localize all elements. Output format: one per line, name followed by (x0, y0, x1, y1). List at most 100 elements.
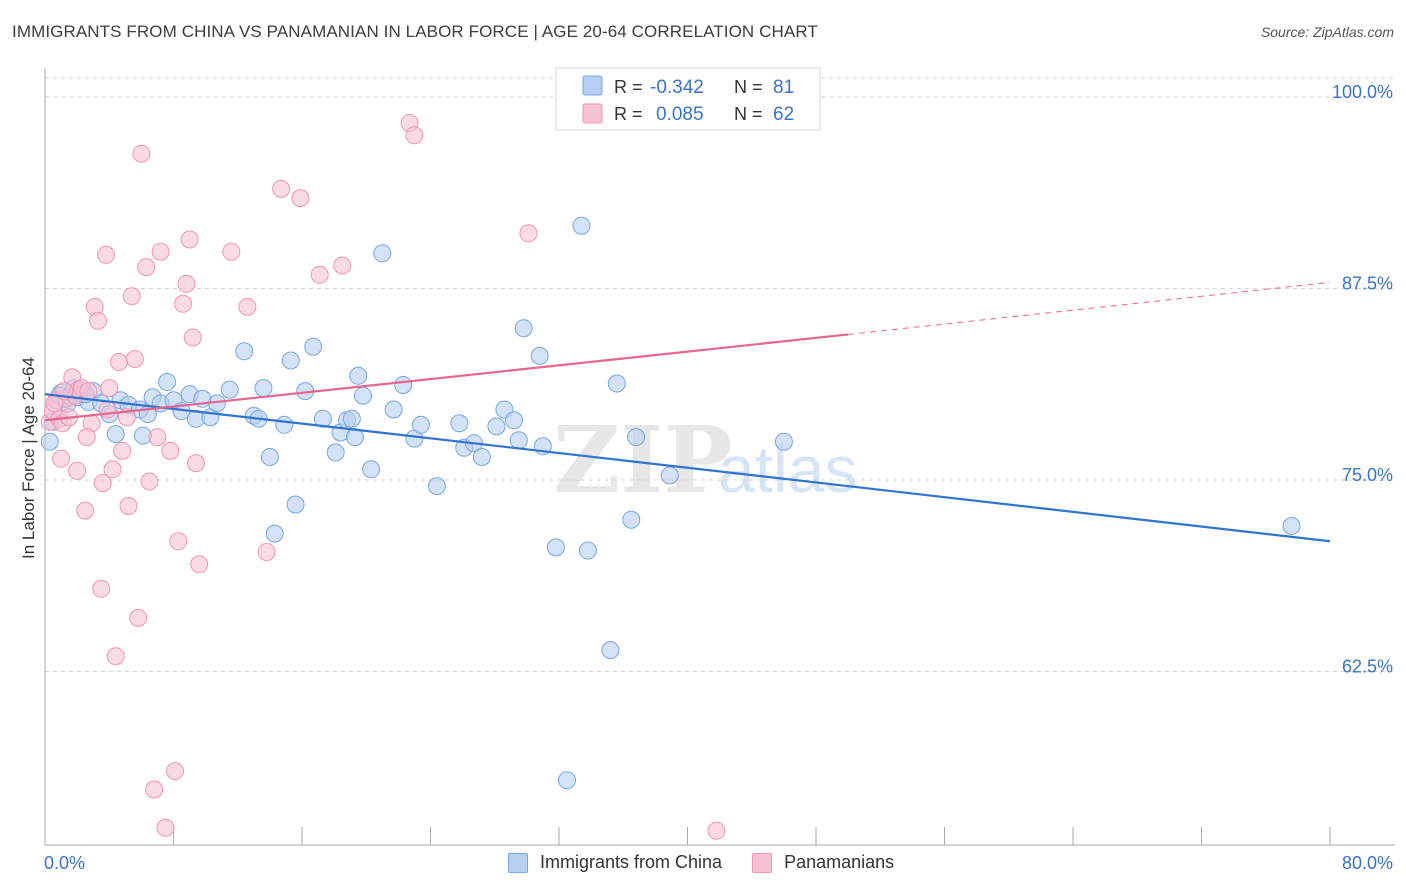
panamanian-point (174, 294, 193, 313)
panamanian-point (76, 501, 95, 520)
panamanian-point (519, 224, 538, 243)
y-tick-label: 75.0% (1342, 465, 1393, 485)
legend-swatch-china (582, 75, 603, 96)
china-point (384, 400, 403, 419)
panamanian-trendline (44, 333, 849, 422)
panamanian-point (100, 379, 119, 398)
panamanian-point (103, 460, 122, 479)
legend-swatch-panamanians-bottom (752, 852, 773, 873)
panamanian-point (122, 287, 141, 306)
panamanian-point (183, 328, 202, 347)
china-point (220, 380, 239, 399)
china-point (260, 448, 279, 466)
bottom-legend: Immigrants from China Panamanians (508, 852, 924, 873)
panamanian-point (291, 189, 310, 208)
china-point (281, 351, 300, 370)
china-point (774, 432, 793, 451)
y-tick-label: 87.5% (1342, 274, 1393, 294)
panamanian-point (125, 350, 144, 368)
panamanian-point (52, 449, 71, 468)
china-point (373, 244, 392, 263)
china-point (326, 443, 345, 462)
grid-layer (45, 77, 1395, 672)
panamanian-point (333, 256, 352, 275)
panamanian-point (68, 461, 87, 480)
panamanian-point (145, 780, 164, 799)
panamanian-point (707, 821, 726, 840)
panamanian-point (177, 274, 196, 293)
legend-r-label-panamanians: R = (614, 104, 643, 124)
panamanian-point (140, 472, 159, 491)
legend-label-china: Immigrants from China (540, 852, 723, 872)
china-trendline (44, 393, 1331, 543)
china-point (106, 425, 125, 443)
china-point (342, 409, 361, 428)
panamanian-point (89, 311, 107, 330)
panamanian-trendline (848, 281, 1331, 335)
x-tick-label: 80.0% (1342, 853, 1393, 873)
legend-item-panamanians: Panamanians (752, 852, 894, 873)
china-point (505, 411, 523, 430)
panamanian-point (310, 265, 329, 284)
panamanian-point (222, 242, 241, 261)
panamanian-point (77, 428, 96, 447)
legend-swatch-china-bottom (508, 852, 528, 873)
legend-r-value-panamanians: 0.085 (656, 104, 704, 125)
china-point (235, 342, 254, 361)
y-tick-label: 100.0% (1332, 82, 1393, 102)
china-point (40, 432, 59, 451)
y-tick-label: 62.5% (1342, 657, 1393, 677)
stats-legend: R = -0.342 N = 81 R = 0.085 N = 62 (555, 67, 821, 131)
china-point (362, 460, 381, 479)
panamanian-point (106, 647, 125, 666)
points-layer (40, 114, 1301, 840)
china-point (601, 641, 620, 660)
panamanian-point (129, 608, 148, 627)
china-point (1282, 517, 1301, 535)
china-point (487, 417, 506, 436)
china-point (546, 538, 565, 557)
panamanian-point (151, 242, 170, 261)
china-point (349, 366, 368, 385)
panamanian-point (180, 230, 199, 249)
panamanian-point (79, 382, 98, 401)
china-point (514, 319, 533, 338)
trend-layer (44, 281, 1331, 543)
china-point (254, 379, 273, 398)
china-point (394, 376, 413, 394)
panamanian-point (238, 297, 257, 316)
legend-n-label-china: N = (734, 77, 763, 97)
panamanian-point (187, 454, 205, 473)
china-point (304, 337, 323, 356)
chart-title: IMMIGRANTS FROM CHINA VS PANAMANIAN IN L… (12, 22, 818, 41)
legend-r-value-china: -0.342 (650, 77, 704, 98)
china-point (286, 495, 305, 514)
x-tick-label: 0.0% (44, 853, 85, 873)
legend-n-label-panamanians: N = (734, 104, 763, 124)
legend-n-value-china: 81 (773, 77, 794, 98)
panamanian-point (156, 818, 175, 837)
china-point (622, 510, 641, 529)
panamanian-point (97, 245, 115, 264)
panamanian-point (98, 400, 117, 419)
china-point (450, 414, 469, 433)
china-point (558, 771, 576, 790)
panamanian-point (109, 353, 128, 371)
legend-item-china: Immigrants from China (508, 852, 722, 873)
china-point (627, 428, 646, 447)
china-point (578, 541, 597, 560)
panamanian-point (257, 543, 276, 561)
panamanian-point (161, 441, 180, 460)
china-point (411, 415, 430, 434)
y-axis-label: In Labor Force | Age 20-64 (19, 357, 38, 559)
china-point (572, 216, 591, 235)
china-point (158, 373, 177, 391)
china-point (275, 415, 294, 434)
legend-label-panamanians: Panamanians (784, 852, 895, 872)
china-point (472, 448, 491, 466)
labels-layer: 62.5% 75.0% 87.5% 100.0% 0.0% 80.0% In Labor F… (19, 82, 1393, 873)
legend-n-value-panamanians: 62 (773, 104, 794, 125)
watermark-zip: ZIP (553, 406, 732, 514)
china-point (427, 477, 446, 496)
china-point (530, 346, 549, 365)
